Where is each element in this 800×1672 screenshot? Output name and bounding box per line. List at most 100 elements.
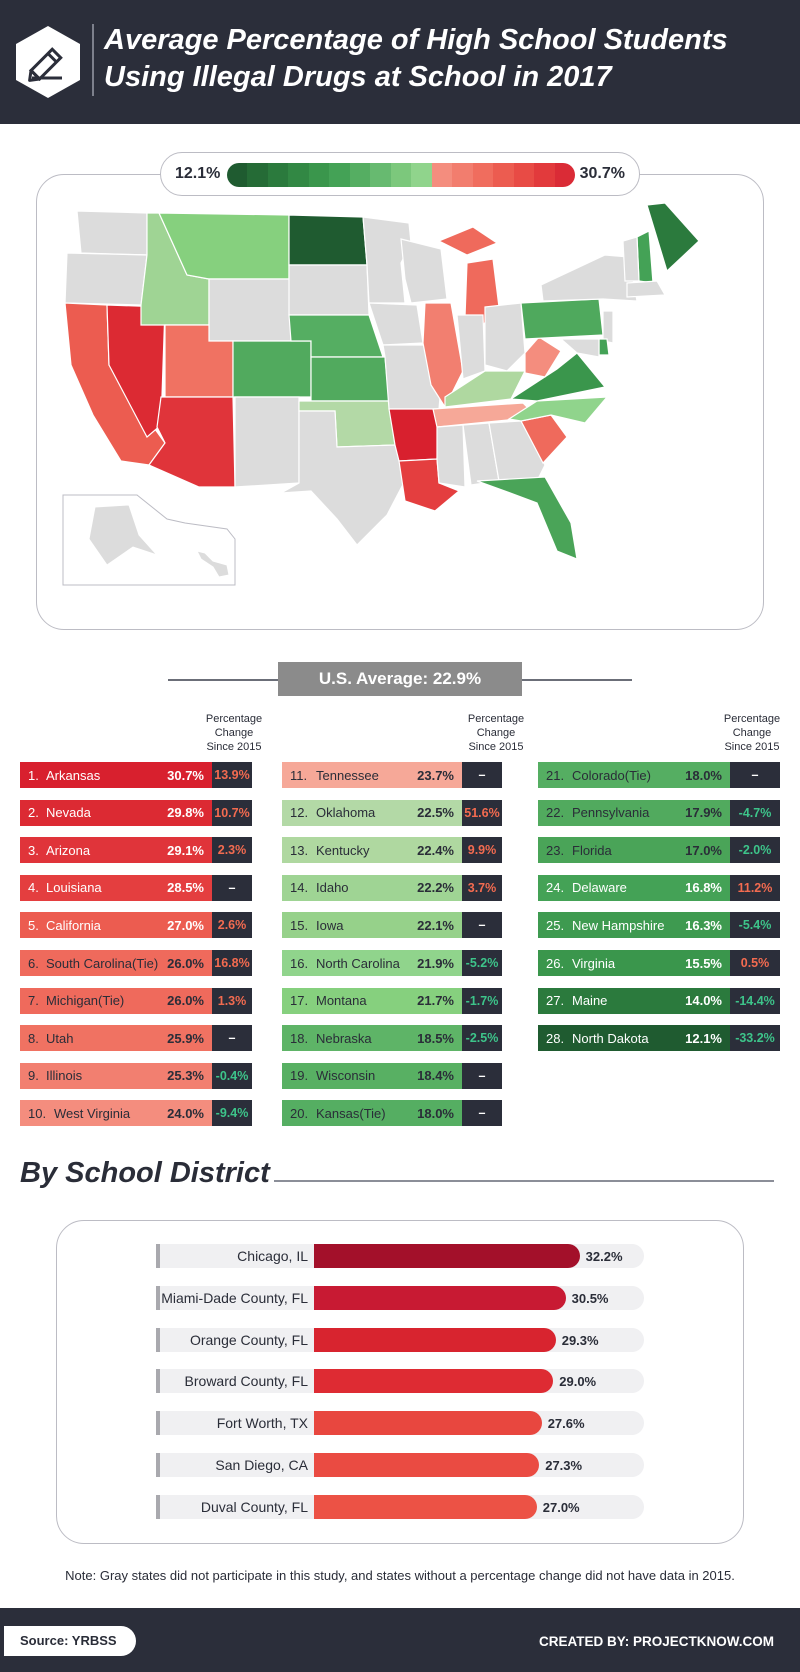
- table-row: 14. Idaho 22.2% 3.7%: [282, 874, 502, 901]
- table-row: 7. Michigan(Tie) 26.0% 1.3%: [20, 987, 252, 1014]
- legend-swatch: [493, 163, 514, 187]
- state-value: 18.5%: [417, 1030, 454, 1046]
- legend-swatch: [513, 163, 535, 187]
- state-cell: 23. Florida 17.0%: [538, 837, 730, 864]
- district-row: Orange County, FL 29.3%: [156, 1327, 644, 1352]
- change-header-col1: Percentage Change Since 2015: [205, 713, 263, 753]
- state-rank: 4.: [28, 880, 39, 896]
- state-cell: 5. California 27.0%: [20, 912, 212, 939]
- title-line-2: Using Illegal Drugs at School in 2017: [104, 61, 612, 93]
- state-ohio: [484, 302, 526, 372]
- state-maine: [646, 202, 700, 273]
- state-pennsylvania: [520, 298, 604, 340]
- change-cell: –: [212, 1025, 252, 1052]
- state-colorado: [232, 340, 312, 398]
- state-value: 17.9%: [685, 805, 722, 821]
- change-cell: 2.6%: [212, 912, 252, 939]
- page-title: Average Percentage of High School Studen…: [104, 22, 794, 96]
- header: Average Percentage of High School Studen…: [0, 0, 800, 124]
- state-cell: 15. Iowa 22.1%: [282, 912, 462, 939]
- table-row: 1. Arkansas 30.7% 13.9%: [20, 762, 252, 788]
- state-name: California: [46, 917, 101, 933]
- row-marker: [156, 1453, 160, 1477]
- state-kansas: [310, 356, 390, 402]
- district-bar: [314, 1244, 580, 1268]
- state-arizona: [148, 396, 236, 488]
- footnote: Note: Gray states did not participate in…: [65, 1568, 735, 1583]
- district-bar: [314, 1327, 556, 1352]
- state-cell: 16. North Carolina 21.9%: [282, 950, 462, 976]
- district-value-label: 29.3%: [561, 1332, 599, 1348]
- state-cell: 7. Michigan(Tie) 26.0%: [20, 987, 212, 1014]
- table-row: 27. Maine 14.0% -14.4%: [538, 987, 780, 1014]
- state-washington: [76, 210, 148, 256]
- state-cell: 18. Nebraska 18.5%: [282, 1025, 462, 1052]
- state-rank: 11.: [290, 767, 308, 783]
- district-row: Fort Worth, TX 27.6%: [156, 1411, 644, 1436]
- state-kentucky: [444, 370, 526, 408]
- row-marker: [156, 1285, 160, 1310]
- district-bar: [314, 1494, 537, 1519]
- state-name: Colorado(Tie): [572, 767, 651, 783]
- state-rank: 26.: [546, 955, 565, 971]
- state-cell: 19. Wisconsin 18.4%: [282, 1062, 462, 1089]
- state-cell: 1. Arkansas 30.7%: [20, 762, 212, 788]
- state-north-dakota: [288, 214, 368, 266]
- footer: Source: YRBSS CREATED BY: PROJECTKNOW.CO…: [0, 1608, 800, 1672]
- state-cell: 20. Kansas(Tie) 18.0%: [282, 1100, 462, 1127]
- state-value: 30.7%: [167, 767, 204, 783]
- state-rank: 18.: [290, 1030, 309, 1046]
- change-cell: –: [462, 912, 502, 939]
- table-row: 17. Montana 21.7% -1.7%: [282, 987, 502, 1014]
- state-cell: 22. Pennsylvania 17.9%: [538, 799, 730, 826]
- state-value: 18.0%: [417, 1105, 454, 1121]
- change-cell: –: [730, 762, 780, 788]
- state-name: Louisiana: [46, 880, 102, 896]
- state-name: North Carolina: [316, 955, 400, 971]
- state-rank: 2.: [28, 805, 39, 821]
- state-name: South Carolina(Tie): [46, 955, 159, 971]
- district-name: Fort Worth, TX: [216, 1415, 308, 1432]
- us-average-badge: U.S. Average: 22.9%: [278, 662, 522, 696]
- legend-swatch: [431, 163, 453, 187]
- state-delaware: [598, 338, 610, 356]
- state-value: 25.3%: [167, 1068, 204, 1084]
- state-name: Nebraska: [316, 1030, 372, 1046]
- table-row: 24. Delaware 16.8% 11.2%: [538, 874, 780, 901]
- change-cell: 2.3%: [212, 837, 252, 864]
- legend-swatch: [308, 163, 330, 187]
- district-title-rule: [274, 1180, 774, 1182]
- state-value: 26.0%: [167, 993, 204, 1009]
- change-cell: -9.4%: [212, 1100, 252, 1127]
- table-row: 4. Louisiana 28.5% –: [20, 874, 252, 901]
- legend-swatch: [288, 163, 309, 187]
- state-cell: 8. Utah 25.9%: [20, 1025, 212, 1052]
- state-cell: 4. Louisiana 28.5%: [20, 874, 212, 901]
- change-cell: 10.7%: [212, 799, 252, 826]
- state-west-virginia: [524, 336, 562, 378]
- state-rank: 9.: [28, 1068, 39, 1084]
- district-row: Duval County, FL 27.0%: [156, 1494, 644, 1519]
- state-cell: 2. Nevada 29.8%: [20, 799, 212, 826]
- state-cell: 13. Kentucky 22.4%: [282, 837, 462, 864]
- average-rule-right: [522, 679, 632, 681]
- created-by-label: CREATED BY: PROJECTKNOW.COM: [538, 1634, 774, 1649]
- table-row: 10. West Virginia 24.0% -9.4%: [20, 1100, 252, 1127]
- change-cell: –: [462, 1100, 502, 1127]
- state-texas: [280, 410, 412, 546]
- table-row: 21. Colorado(Tie) 18.0% –: [538, 762, 780, 788]
- state-wisconsin: [400, 238, 448, 304]
- state-cell: 26. Virginia 15.5%: [538, 950, 730, 976]
- state-value: 21.7%: [417, 993, 454, 1009]
- change-cell: -5.4%: [730, 912, 780, 939]
- district-value-label: 27.6%: [547, 1416, 585, 1432]
- legend-swatch: [227, 163, 248, 187]
- district-value-label: 27.3%: [545, 1458, 583, 1473]
- state-name: Illinois: [46, 1068, 83, 1084]
- state-rank: 5.: [28, 917, 39, 933]
- district-row: Chicago, IL 32.2%: [156, 1244, 644, 1268]
- state-rank: 7.: [28, 993, 39, 1009]
- state-rank: 17.: [290, 993, 309, 1009]
- state-name: Utah: [46, 1030, 74, 1046]
- state-name: Iowa: [316, 917, 344, 933]
